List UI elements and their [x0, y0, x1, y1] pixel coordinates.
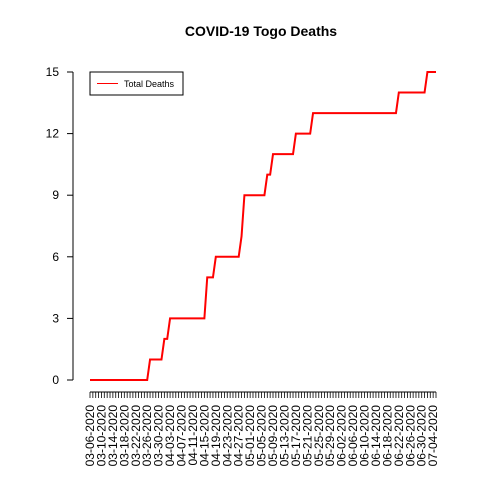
x-tick-label: 06-10-2020	[358, 405, 372, 467]
x-tick-label: 05-17-2020	[289, 405, 303, 467]
y-axis: 0 3 6 9 12 15	[46, 65, 74, 387]
x-tick-label: 03-22-2020	[129, 405, 143, 467]
legend-box	[89, 71, 184, 96]
x-tick-label: 05-13-2020	[277, 405, 291, 467]
x-tick-label: 05-21-2020	[300, 405, 314, 467]
x-tick-label: 04-07-2020	[175, 405, 189, 467]
y-tick-label: 6	[52, 250, 59, 264]
x-tick-label: 06-26-2020	[403, 405, 417, 467]
x-tick-label: 04-15-2020	[197, 405, 211, 467]
x-tick-label: 03-30-2020	[152, 405, 166, 467]
x-tick-label: 05-29-2020	[323, 405, 337, 467]
legend-label: Total Deaths	[124, 79, 175, 89]
x-tick-label: 05-01-2020	[243, 405, 257, 467]
x-tick-label: 07-04-2020	[426, 405, 440, 467]
x-tick-label: 05-05-2020	[255, 405, 269, 467]
x-tick-label: 06-02-2020	[335, 405, 349, 467]
x-tick-label: 06-30-2020	[415, 405, 429, 467]
y-tick-label: 3	[52, 311, 59, 325]
x-tick-label: 04-27-2020	[232, 405, 246, 467]
x-tick-label: 06-14-2020	[369, 405, 383, 467]
x-tick-label: 04-03-2020	[163, 405, 177, 467]
chart-title: COVID-19 Togo Deaths	[185, 23, 337, 39]
x-tick-label: 06-22-2020	[392, 405, 406, 467]
x-tick-label: 03-26-2020	[140, 405, 154, 467]
x-tick-label: 04-23-2020	[220, 405, 234, 467]
x-axis: 03-06-202003-10-202003-14-202003-18-2020…	[83, 391, 440, 467]
y-tick-label: 12	[46, 127, 60, 141]
x-tick-label: 03-06-2020	[83, 405, 97, 467]
x-tick-label: 06-06-2020	[346, 405, 360, 467]
x-tick-label: 04-19-2020	[209, 405, 223, 467]
y-tick-label: 0	[52, 373, 59, 387]
x-tick-label: 06-18-2020	[380, 405, 394, 467]
legend: Total Deaths	[89, 71, 184, 96]
x-tick-label: 04-11-2020	[186, 405, 200, 466]
x-tick-label: 03-10-2020	[94, 405, 108, 467]
y-tick-label: 9	[52, 188, 59, 202]
x-tick-label: 05-25-2020	[312, 405, 326, 467]
x-tick-label: 03-18-2020	[117, 405, 131, 467]
x-tick-label: 03-14-2020	[106, 405, 120, 467]
x-tick-label: 05-09-2020	[266, 405, 280, 467]
series-line-total-deaths	[90, 71, 436, 381]
y-tick-label: 15	[46, 65, 60, 79]
